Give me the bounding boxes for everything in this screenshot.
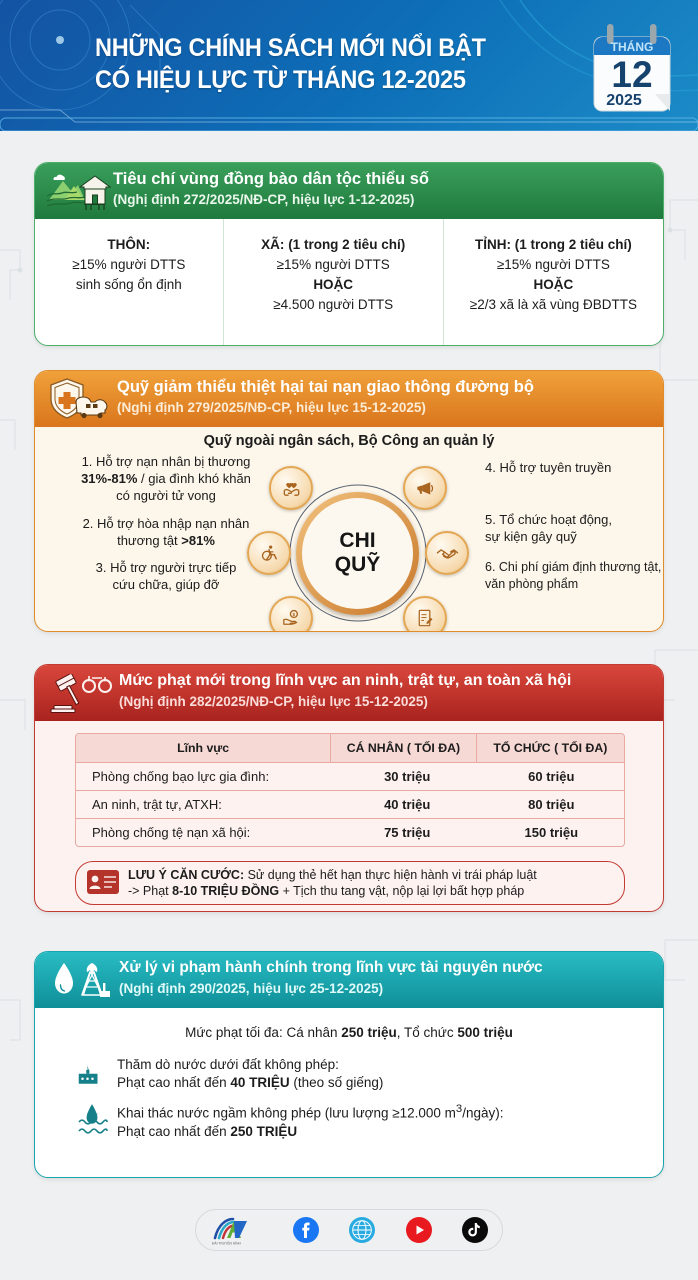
svg-text:THÁNG: THÁNG [611, 39, 654, 54]
svg-text:2025: 2025 [606, 92, 642, 109]
svg-text:12: 12 [611, 54, 652, 95]
svg-text:ĐÀI TRUYỀN HÌNH: ĐÀI TRUYỀN HÌNH [212, 1240, 242, 1245]
svg-text:$: $ [292, 612, 295, 618]
